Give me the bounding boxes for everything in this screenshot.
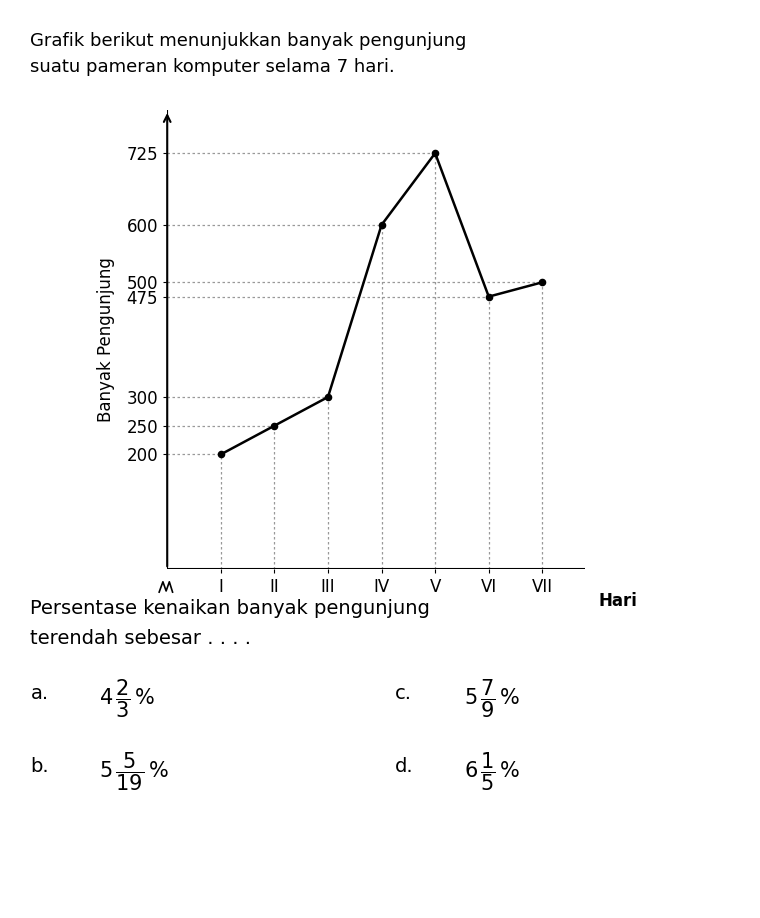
Y-axis label: Banyak Pengunjung: Banyak Pengunjung	[97, 257, 116, 422]
Point	[215, 447, 227, 462]
Text: $5\,\dfrac{5}{19}\,\%$: $5\,\dfrac{5}{19}\,\%$	[99, 751, 169, 793]
Point	[483, 289, 495, 304]
Text: Grafik berikut menunjukkan banyak pengunjung: Grafik berikut menunjukkan banyak pengun…	[30, 32, 467, 50]
Point	[375, 218, 388, 232]
Point	[429, 146, 442, 161]
Point	[268, 419, 280, 433]
Text: Hari: Hari	[599, 592, 638, 610]
Text: c.: c.	[395, 684, 412, 703]
Text: suatu pameran komputer selama 7 hari.: suatu pameran komputer selama 7 hari.	[30, 58, 395, 76]
Text: d.: d.	[395, 757, 414, 777]
Text: $4\,\dfrac{2}{3}\,\%$: $4\,\dfrac{2}{3}\,\%$	[99, 677, 155, 720]
Text: b.: b.	[30, 757, 49, 777]
Point	[322, 389, 334, 404]
Text: $5\,\dfrac{7}{9}\,\%$: $5\,\dfrac{7}{9}\,\%$	[464, 677, 520, 720]
Text: a.: a.	[30, 684, 49, 703]
Point	[537, 274, 549, 289]
Text: $6\,\dfrac{1}{5}\,\%$: $6\,\dfrac{1}{5}\,\%$	[464, 751, 520, 793]
Text: Persentase kenaikan banyak pengunjung: Persentase kenaikan banyak pengunjung	[30, 599, 430, 618]
Text: terendah sebesar . . . .: terendah sebesar . . . .	[30, 629, 252, 648]
